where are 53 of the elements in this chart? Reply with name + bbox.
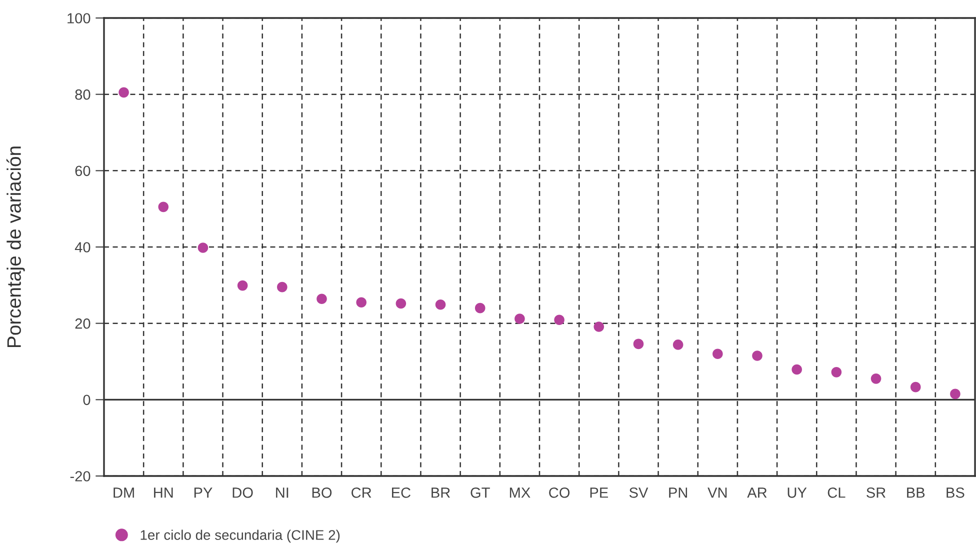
x-tick-label: GT (470, 487, 490, 498)
point (198, 242, 208, 253)
point (237, 280, 248, 291)
x-tick-label: UY (788, 488, 807, 498)
point (158, 202, 169, 212)
point (435, 299, 446, 310)
x-tick-label: NI (276, 488, 288, 498)
x-tick-label: BB (907, 488, 925, 498)
point (672, 340, 684, 350)
point (633, 338, 644, 350)
x-tick-label: BS (946, 487, 964, 498)
y-tick-label: 20 (75, 318, 90, 329)
point (514, 314, 525, 324)
y-axis-title: Porcentaje de variación (6, 146, 25, 347)
point (831, 367, 842, 378)
y-tick-label: 80 (75, 89, 90, 100)
point (118, 87, 129, 98)
point (792, 364, 802, 375)
y-tick-label: -20 (70, 471, 90, 482)
x-tick-label: BO (312, 487, 332, 498)
x-tick-label: PE (590, 488, 608, 498)
x-tick-label: CO (549, 487, 570, 498)
point (356, 297, 366, 308)
x-tick-label: SV (629, 487, 648, 498)
x-tick-label: DM (114, 488, 134, 498)
point (870, 374, 882, 384)
x-tick-label: CL (828, 487, 846, 498)
point (316, 294, 327, 304)
x-tick-label: SR (866, 487, 886, 498)
point (594, 322, 604, 332)
x-tick-label: PY (194, 488, 212, 498)
x-tick-label: HN (154, 488, 173, 498)
point (752, 350, 762, 361)
x-tick-label: DO (232, 487, 253, 498)
x-tick-label: BR (432, 488, 450, 498)
y-tick-label: 100 (68, 13, 90, 24)
point (396, 298, 406, 309)
legend-label: 1er ciclo de secundaria (CINE 2) (140, 530, 340, 543)
x-tick-label: MX (510, 488, 530, 498)
x-tick-label: EC (392, 487, 411, 498)
x-tick-label: CR (352, 487, 372, 498)
x-tick-label: AR (747, 488, 767, 498)
y-tick-label: 60 (75, 166, 90, 176)
y-tick-label: 0 (83, 394, 90, 406)
point (950, 388, 960, 400)
point (474, 302, 486, 314)
point (277, 282, 288, 292)
point (910, 382, 921, 392)
y-tick-label: 40 (74, 242, 90, 252)
x-tick-label: VN (708, 488, 727, 498)
x-tick-label: PN (669, 488, 688, 498)
point (554, 314, 564, 326)
point (712, 348, 723, 360)
